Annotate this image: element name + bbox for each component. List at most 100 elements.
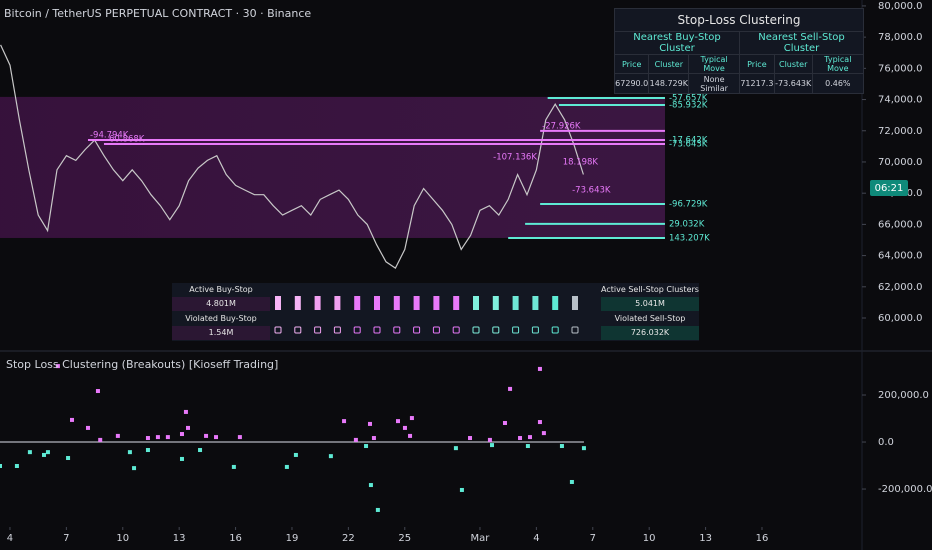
column-header: Price (738, 54, 775, 74)
x-tick-label: 10 (643, 533, 656, 544)
level-label: -17.642K (669, 135, 708, 145)
x-tick-label: 7 (63, 533, 69, 544)
dash-label: Violated Sell-Stop Clusters (614, 314, 686, 337)
level-label: -96.729K (669, 199, 708, 209)
square-outline (314, 326, 322, 334)
cluster-zone (0, 96, 665, 238)
point (541, 431, 546, 436)
square (413, 296, 420, 310)
x-tick-label: 4 (533, 533, 539, 544)
point (0, 464, 2, 469)
y-tick-label: 80,000.0 (878, 1, 923, 12)
point (145, 436, 150, 441)
cell: 67290.0 (613, 73, 650, 94)
point (459, 487, 464, 492)
point (487, 437, 492, 442)
annotation: 18.198K (563, 157, 599, 167)
point (342, 419, 347, 424)
point (70, 417, 75, 422)
square-outline (571, 326, 579, 334)
point (237, 435, 242, 440)
point (502, 420, 507, 425)
point (375, 507, 380, 512)
group-header: Nearest Buy-Stop Cluster (614, 31, 740, 55)
square-outline (393, 326, 401, 334)
point (402, 425, 407, 430)
square (532, 296, 539, 310)
point (293, 452, 298, 457)
square (294, 296, 301, 310)
point (581, 446, 586, 451)
dash-label: Violated Buy-Stop Clusters (185, 314, 257, 337)
column-header: Cluster (773, 54, 813, 74)
point (179, 432, 184, 437)
chart-title: Bitcoin / TetherUS PERPETUAL CONTRACT · … (4, 7, 311, 20)
point (204, 433, 209, 438)
square-outline (333, 326, 341, 334)
point (198, 448, 203, 453)
y-tick-label: 62,000.0 (878, 282, 923, 293)
point (367, 421, 372, 426)
level-label: -57.657K (669, 93, 708, 103)
annotation: -107.136K (493, 152, 537, 162)
y-tick-label: 74,000.0 (878, 95, 923, 106)
point (145, 448, 150, 453)
x-tick-label: 16 (756, 533, 769, 544)
point (155, 435, 160, 440)
point (518, 436, 523, 441)
group-header: Nearest Sell-Stop Cluster (738, 31, 865, 55)
y-tick-label: 66,000.0 (878, 219, 923, 230)
point (508, 386, 513, 391)
point (186, 425, 191, 430)
point (527, 435, 532, 440)
column-header: Cluster (648, 54, 690, 74)
point (95, 389, 100, 394)
level-label: -73.643K (669, 140, 708, 150)
point (132, 466, 137, 471)
dashboard: Active Buy-Stop Clusters 4.801M Violated… (172, 283, 699, 341)
point (55, 364, 60, 369)
level-label: -85.932K (669, 101, 708, 111)
square (374, 296, 380, 310)
square (512, 296, 519, 310)
square (572, 296, 578, 310)
point (537, 420, 542, 425)
column-header: Price (613, 54, 650, 74)
countdown: 06:21 (875, 183, 904, 194)
x-tick-label: Mar (471, 533, 491, 544)
point (353, 437, 358, 442)
point (364, 444, 369, 449)
square-outline (274, 326, 282, 334)
cell: None Similar (688, 73, 740, 94)
point (14, 464, 19, 469)
x-tick-label: 25 (398, 533, 411, 544)
square (354, 296, 361, 310)
square-outline (294, 326, 302, 334)
dash-label: Active Buy-Stop Clusters (189, 285, 253, 308)
point (165, 435, 170, 440)
y-tick-label: 200,000.0 (878, 390, 929, 401)
y-tick-label: 0.0 (878, 437, 894, 448)
cell: 148.729K (648, 73, 690, 94)
point (66, 456, 71, 461)
column-header: Typical Move (688, 54, 740, 74)
dash-value: 4.801M (172, 297, 270, 311)
square (334, 296, 341, 310)
point (569, 479, 574, 484)
square (453, 296, 460, 310)
cell: -73.643K (773, 73, 813, 94)
point (537, 366, 542, 371)
y-tick-label: 70,000.0 (878, 157, 923, 168)
level-label: -94.794K (90, 130, 129, 140)
level-label: 143.207K (669, 233, 710, 243)
square-outline (413, 326, 421, 334)
square (473, 296, 479, 310)
column-header: Typical Move (811, 54, 865, 74)
square-outline (452, 326, 460, 334)
indicator-title: Stop Loss Clustering (Breakouts) [Kiosef… (6, 358, 278, 371)
dash-value: 5.041M (601, 297, 699, 311)
square (275, 296, 281, 310)
x-tick-label: 19 (286, 533, 299, 544)
square (393, 296, 400, 310)
